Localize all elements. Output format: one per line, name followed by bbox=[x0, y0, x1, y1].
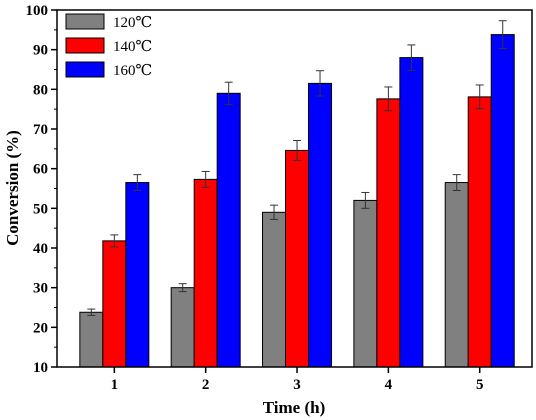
x-tick-label: 3 bbox=[293, 377, 301, 393]
legend-label-1: 120℃ bbox=[113, 15, 152, 31]
bar-3-cat-4 bbox=[399, 57, 424, 368]
bar-3-cat-3 bbox=[308, 82, 333, 368]
bar-3-cat-2 bbox=[216, 92, 241, 368]
bar-2-cat-4 bbox=[376, 98, 401, 368]
y-tick-label: 100 bbox=[26, 3, 49, 19]
y-tick-label: 90 bbox=[33, 43, 48, 59]
x-tick-label: 5 bbox=[476, 377, 484, 393]
legend-label-3: 160℃ bbox=[113, 63, 152, 79]
bars-layer bbox=[79, 34, 515, 368]
bar-1-cat-2 bbox=[170, 287, 195, 368]
bar-3-cat-5 bbox=[490, 34, 515, 368]
legend-swatch-1 bbox=[65, 13, 105, 30]
bar-1-cat-4 bbox=[353, 199, 378, 368]
bar-1-cat-1 bbox=[79, 311, 104, 368]
x-tick-label: 4 bbox=[385, 377, 393, 393]
legend-swatch-3 bbox=[65, 61, 105, 78]
bar-3-cat-1 bbox=[125, 182, 150, 368]
bar-2-cat-5 bbox=[467, 96, 492, 368]
x-tick-label: 1 bbox=[111, 377, 119, 393]
bar-2-cat-1 bbox=[102, 240, 127, 368]
y-tick-label: 10 bbox=[33, 360, 48, 376]
bar-2-cat-2 bbox=[193, 178, 218, 368]
x-axis-title: Time (h) bbox=[263, 398, 326, 417]
y-tick-label: 50 bbox=[33, 201, 48, 217]
legend: 120℃ 140℃ 160℃ bbox=[65, 13, 152, 79]
y-tick-label: 30 bbox=[33, 281, 48, 297]
y-tick-label: 60 bbox=[33, 162, 48, 178]
x-tick-label: 2 bbox=[202, 377, 210, 393]
y-axis: 10 20 30 40 50 60 70 80 90 100 bbox=[26, 3, 57, 376]
bar-2-cat-3 bbox=[285, 149, 310, 368]
y-tick-label: 40 bbox=[33, 241, 48, 257]
y-axis-title: Conversion (%) bbox=[3, 130, 22, 246]
y-tick-label: 70 bbox=[33, 122, 48, 138]
y-tick-label: 80 bbox=[33, 82, 48, 98]
x-axis: 1 2 3 4 5 bbox=[111, 367, 484, 393]
bar-1-cat-3 bbox=[262, 211, 287, 368]
legend-label-2: 140℃ bbox=[113, 39, 152, 55]
legend-swatch-2 bbox=[65, 37, 105, 54]
bar-1-cat-5 bbox=[444, 182, 469, 368]
y-tick-label: 20 bbox=[33, 320, 48, 336]
error-bars-layer bbox=[87, 20, 507, 316]
